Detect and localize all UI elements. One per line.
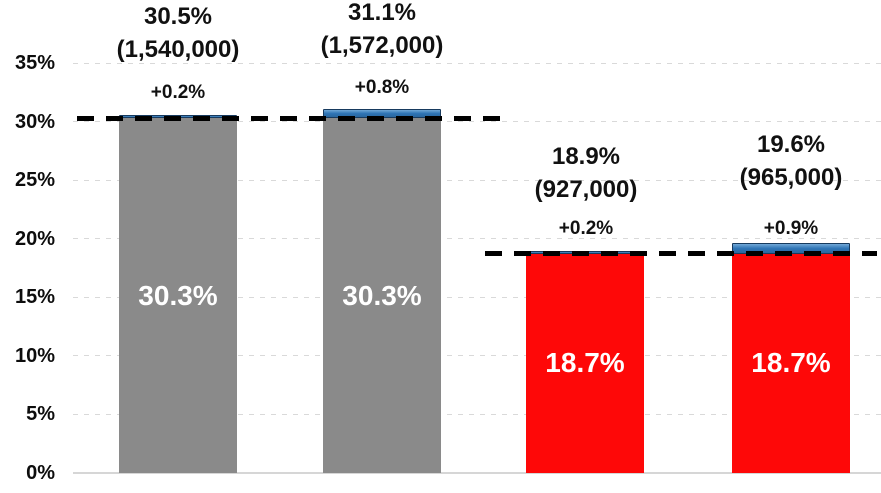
callout-bar-3: 18.9% (927,000) — [476, 140, 696, 206]
reference-dashed-line — [77, 115, 502, 121]
y-tick-label: 30% — [14, 110, 55, 133]
callout-bar-4: 19.6% (965,000) — [681, 128, 881, 194]
gridline — [73, 179, 881, 181]
y-tick-label: 35% — [14, 52, 55, 74]
gridline — [73, 355, 881, 357]
total-label: 30.5% — [143, 3, 213, 30]
x-axis-baseline — [73, 472, 881, 474]
callout-bar-2: 31.1% (1,572,000) — [272, 0, 492, 62]
gridline — [73, 296, 881, 298]
bar-value-label: 30.3% — [342, 279, 422, 311]
count-label: (927,000) — [534, 176, 638, 203]
total-label: 19.6% — [756, 131, 826, 158]
total-label: 18.9% — [551, 143, 621, 170]
delta-label-bar-3: +0.2% — [558, 218, 614, 239]
bar-segment-base: 30.3% — [119, 118, 237, 473]
y-tick-label: 5% — [26, 403, 55, 426]
callout-bar-1: 30.5% (1,540,000) — [68, 0, 288, 66]
count-label: (965,000) — [739, 164, 843, 191]
y-tick-label: 20% — [14, 227, 55, 250]
bar-value-label: 18.7% — [545, 347, 625, 379]
gridline — [73, 121, 881, 123]
bar-segment-base: 18.7% — [732, 253, 850, 473]
bar-value-label: 18.7% — [751, 347, 831, 379]
bar-segment-base: 18.7% — [526, 253, 644, 473]
gridline — [73, 62, 881, 64]
count-label: (1,572,000) — [320, 32, 444, 59]
y-tick-label: 25% — [14, 169, 55, 192]
gridline — [73, 413, 881, 415]
reference-dashed-line — [485, 251, 877, 257]
y-tick-label: 0% — [26, 462, 55, 484]
total-label: 31.1% — [347, 0, 417, 26]
y-tick-label: 15% — [14, 286, 55, 309]
y-tick-label: 10% — [14, 344, 55, 367]
delta-label-bar-1: +0.2% — [150, 82, 206, 103]
delta-label-bar-2: +0.8% — [354, 77, 410, 98]
bar-value-label: 30.3% — [138, 279, 218, 311]
gridline — [73, 238, 881, 240]
delta-label-bar-4: +0.9% — [763, 218, 819, 239]
bar-segment-base: 30.3% — [323, 118, 441, 473]
count-label: (1,540,000) — [116, 36, 240, 63]
